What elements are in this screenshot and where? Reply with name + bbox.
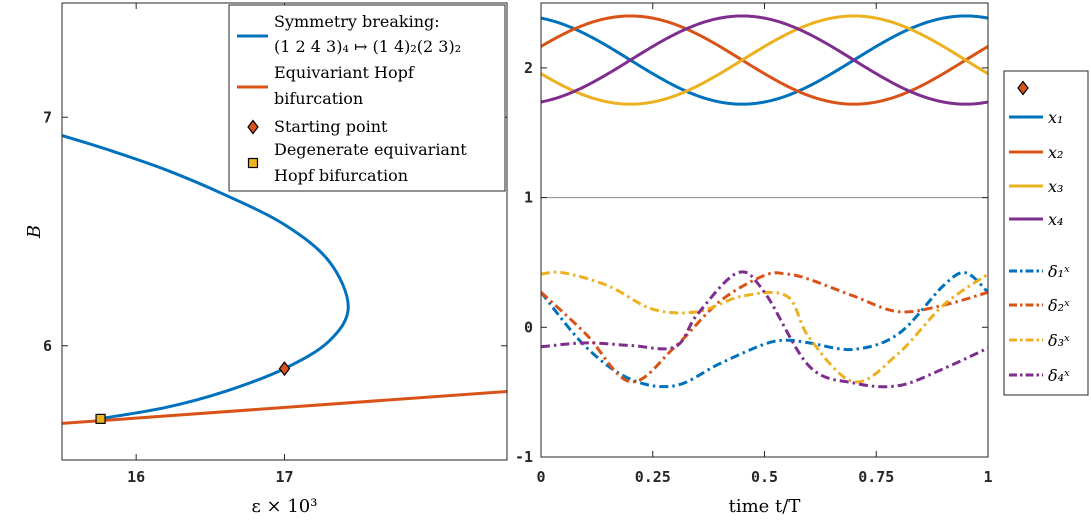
marker-2 <box>95 413 106 424</box>
y-tick-label: 1 <box>524 189 533 207</box>
series-line-x₁ <box>541 14 988 106</box>
series-line-δ₂ˣ <box>541 271 988 384</box>
x-axis-label: time t/T <box>729 496 801 517</box>
x-tick-label: 0.75 <box>858 468 894 486</box>
legend-entry-text: δ₁ˣ <box>1048 262 1070 281</box>
legend-entry-text: δ₄ˣ <box>1048 366 1070 385</box>
legend-entry-text: x₂ <box>1048 143 1063 162</box>
legend-entry-text: x₃ <box>1048 177 1063 196</box>
x-axis-label: ε × 10³ <box>252 496 318 517</box>
legend-entry-text: Starting point <box>274 117 388 136</box>
series-line-x₃ <box>541 14 988 106</box>
legend-entry-text: Equivariant Hopf <box>274 63 415 82</box>
series-line-δ₁ˣ <box>541 271 988 389</box>
x-tick-label: 0 <box>536 468 545 486</box>
y-tick-label: 6 <box>43 337 52 355</box>
x-tick-label: 0.5 <box>751 468 778 486</box>
y-tick-label: 2 <box>524 59 533 77</box>
legend-entry-text: (1 2 4 3)₄ ↦ (1 4)₂(2 3)₂ <box>274 37 461 56</box>
series-line-x₂ <box>541 14 988 106</box>
legend-entry-text: δ₃ˣ <box>1048 331 1070 350</box>
y-tick-label: 7 <box>43 108 52 126</box>
series-line-δ₄ˣ <box>541 270 988 389</box>
x-tick-label: 16 <box>127 468 145 486</box>
marker-1 <box>278 361 291 377</box>
series-line-2 <box>62 389 507 425</box>
legends: Symmetry breaking: (1 2 4 3)₄ ↦ (1 4)₂(2 … <box>228 4 1089 396</box>
series-line-δ₃ˣ <box>541 270 988 384</box>
legend-entry-text: x₄ <box>1048 210 1063 229</box>
legend-entry-text: Degenerate equivariant <box>274 140 467 159</box>
y-tick-label: -1 <box>515 448 533 466</box>
right-axes-box <box>540 2 989 458</box>
legend-entry-text: Symmetry breaking: <box>274 12 440 31</box>
legend-entry-text: x₁ <box>1048 108 1063 127</box>
legend-right: x₁ x₂ x₃ x₄ δ₁ˣ δ₂ˣ δ₃ˣ δ₄ˣ <box>1003 70 1089 396</box>
legend-entry-text: Hopf bifurcation <box>274 166 408 185</box>
y-tick-label: 0 <box>524 318 533 336</box>
y-axis-label: B <box>24 225 45 239</box>
legend-entry-text: δ₂ˣ <box>1048 296 1070 315</box>
series-line-1 <box>62 134 350 421</box>
x-tick-label: 0.25 <box>635 468 671 486</box>
x-tick-label: 17 <box>275 468 293 486</box>
left-plot: 16 17 6 7 ε × 10³ B <box>24 2 508 517</box>
legend-entry-text: bifurcation <box>274 89 363 108</box>
series-line-x₄ <box>541 14 988 106</box>
x-tick-label: 1 <box>983 468 992 486</box>
legend-left: Symmetry breaking: (1 2 4 3)₄ ↦ (1 4)₂(2 … <box>228 4 506 192</box>
